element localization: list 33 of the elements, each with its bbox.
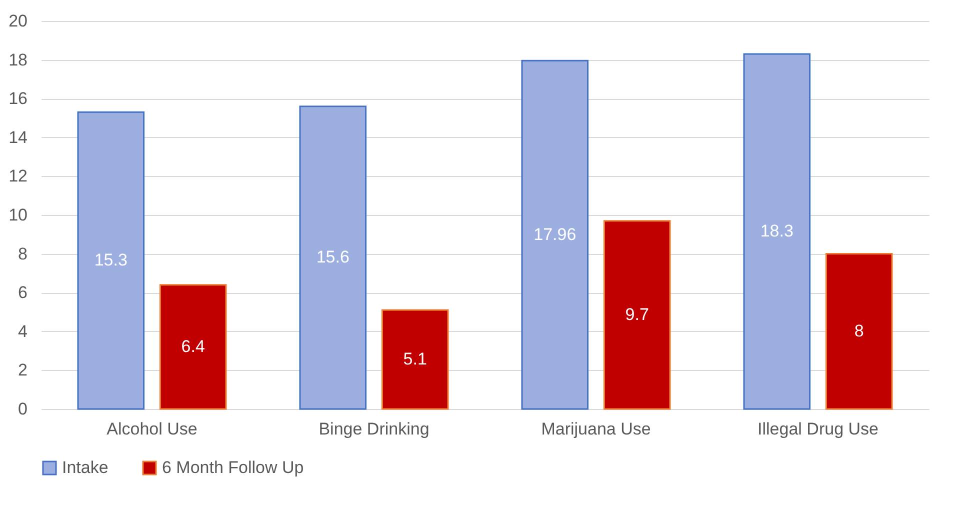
bar [299,106,367,410]
y-tick-label: 20 [8,12,28,30]
legend-label: 6 Month Follow Up [162,458,304,477]
data-label: 18.3 [760,221,794,240]
y-tick-label: 12 [8,166,28,186]
bar [381,309,449,410]
y-tick-label: 6 [18,283,28,302]
data-label: 8 [854,321,864,340]
x-tick-label: Binge Drinking [318,420,430,438]
y-tick-label: 16 [8,89,28,108]
x-tick-label: Illegal Drug Use [758,420,878,438]
legend-label: Intake [62,458,108,477]
x-tick-label: Marijuana Use [541,420,651,438]
data-label: 9.7 [625,304,649,324]
data-label: 15.6 [316,248,350,267]
bar [77,111,145,410]
y-tick-label: 18 [8,50,28,70]
y-tick-label: 0 [18,400,28,418]
y-tick-label: 2 [18,360,28,380]
bar [521,60,589,410]
y-tick-label: 8 [18,244,28,264]
bar [603,220,671,410]
data-label: 17.96 [534,224,576,244]
y-tick-label: 14 [8,128,28,147]
bar [825,253,893,410]
data-label: 6.4 [181,336,205,356]
y-tick-label: 10 [8,206,28,224]
data-label: 15.3 [94,250,128,270]
y-tick-label: 4 [18,322,28,341]
x-tick-label: Alcohol Use [106,420,198,438]
data-label: 5.1 [403,350,427,369]
bar [743,53,811,410]
bar [159,284,227,410]
